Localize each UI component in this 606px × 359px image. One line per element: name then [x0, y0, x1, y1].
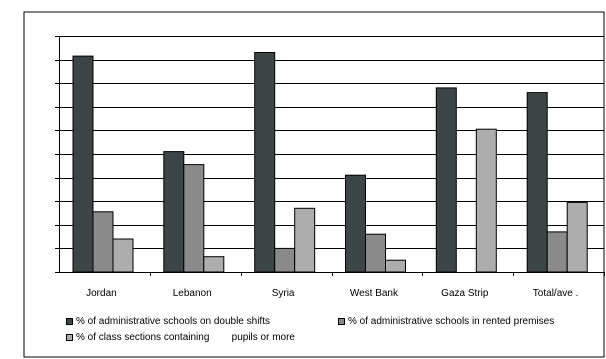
- legend-swatch-class-sections: [66, 334, 73, 341]
- axes: [55, 36, 605, 276]
- category-label: Jordan: [86, 288, 117, 299]
- legend: % of administrative schools on double sh…: [66, 316, 606, 356]
- bar-jordan-series-3: [112, 238, 134, 273]
- bar-syria-series-2: [274, 247, 296, 273]
- bar-syria-series-1: [254, 52, 276, 273]
- bar-total-ave-series-2: [546, 231, 568, 273]
- bar-lebanon-series-3: [203, 256, 225, 273]
- category-labels: Jordan Lebanon Syria West Bank Gaza Strip Tot…: [86, 288, 578, 299]
- legend-label-double-shifts: % of administrative schools on double sh…: [76, 316, 270, 327]
- legend-label-class-sections: % of class sections containing pupils or…: [76, 332, 295, 343]
- bar-gaza-strip-series-3: [475, 128, 497, 273]
- bars: [72, 52, 588, 273]
- chart-frame: [23, 11, 605, 358]
- bar-gaza-strip-series-1: [435, 87, 457, 273]
- bar-total-ave-series-3: [566, 201, 588, 273]
- bar-jordan-series-1: [72, 55, 94, 273]
- category-label: West Bank: [350, 288, 399, 299]
- bar-west-bank-series-2: [365, 233, 386, 273]
- legend-swatch-rented-premises: [338, 318, 345, 325]
- category-label: Lebanon: [173, 288, 212, 299]
- gridlines: [59, 36, 604, 249]
- category-label: Syria: [272, 288, 295, 299]
- bar-total-ave-series-1: [526, 92, 548, 273]
- legend-label-rented-premises: % of administrative schools in rented pr…: [348, 316, 555, 327]
- legend-item-rented-premises: % of administrative schools in rented pr…: [338, 316, 554, 327]
- bar-west-bank-series-3: [385, 259, 406, 273]
- legend-swatch-double-shifts: [66, 318, 73, 325]
- bar-lebanon-series-2: [183, 164, 205, 273]
- bar-syria-series-3: [294, 207, 316, 273]
- category-label: Gaza Strip: [441, 288, 489, 299]
- bar-jordan-series-2: [92, 211, 114, 273]
- category-label: Total/ave .: [533, 288, 579, 299]
- bar-west-bank-series-1: [345, 174, 366, 273]
- legend-item-double-shifts: % of administrative schools on double sh…: [66, 316, 270, 327]
- bar-lebanon-series-1: [163, 151, 185, 273]
- legend-item-class-sections: % of class sections containing pupils or…: [66, 332, 295, 343]
